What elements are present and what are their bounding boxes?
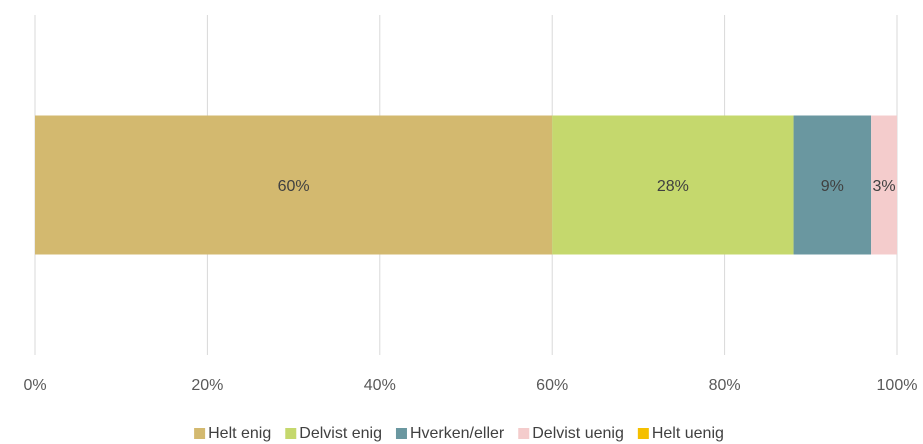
data-label: 3% [873,178,896,195]
bar-segment [35,115,553,255]
legend-label: Delvist uenig [532,425,624,442]
legend-swatch [637,428,649,439]
legend-label: Helt uenig [652,425,724,442]
legend-swatch [194,428,206,439]
x-tick-label: 40% [364,377,396,394]
bar-segment [552,115,794,255]
data-label: 60% [278,178,310,195]
x-tick-label: 0% [23,377,46,394]
x-tick-label: 80% [709,377,741,394]
legend-label: Helt enig [208,425,271,442]
x-tick-label: 100% [877,377,918,394]
legend-label: Delvist enig [299,425,382,442]
x-tick-label: 60% [536,377,568,394]
bar-segment [793,115,872,255]
legend-swatch [285,428,297,439]
legend-swatch [395,428,407,439]
data-label: 28% [657,178,689,195]
legend-swatch [518,428,530,439]
bar-segment [871,115,897,255]
data-label: 9% [821,178,844,195]
legend-label: Hverken/eller [410,425,505,442]
x-tick-label: 20% [191,377,223,394]
